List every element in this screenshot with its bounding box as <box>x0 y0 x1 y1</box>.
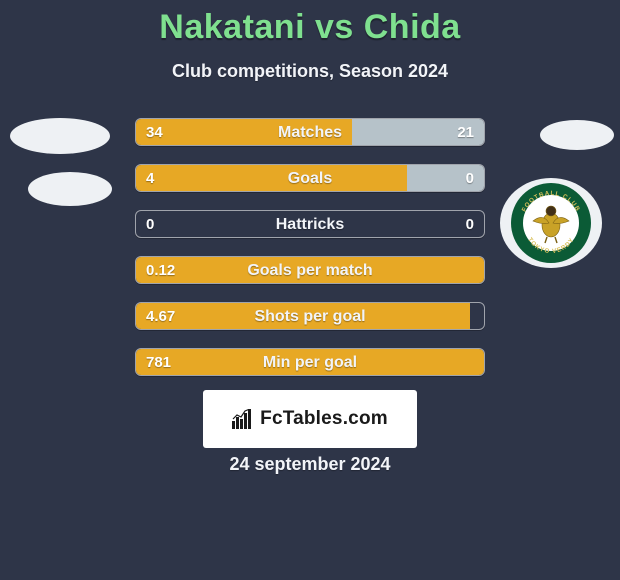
stat-label: Shots per goal <box>136 303 484 329</box>
fctables-logo: FcTables.com <box>203 390 417 448</box>
stat-value-right: 0 <box>466 211 474 237</box>
stat-row: 34Matches21 <box>135 118 485 146</box>
stat-value-right: 0 <box>466 165 474 191</box>
stat-row: 4.67Shots per goal <box>135 302 485 330</box>
stat-label: Goals <box>136 165 484 191</box>
footer-date: 24 september 2024 <box>0 454 620 475</box>
stat-row: 781Min per goal <box>135 348 485 376</box>
stat-label: Goals per match <box>136 257 484 283</box>
stat-label: Hattricks <box>136 211 484 237</box>
stat-row: 0Hattricks0 <box>135 210 485 238</box>
comparison-infographic: Nakatani vs Chida Club competitions, Sea… <box>0 0 620 580</box>
stat-row: 0.12Goals per match <box>135 256 485 284</box>
stat-label: Min per goal <box>136 349 484 375</box>
logo-text: FcTables.com <box>260 408 388 430</box>
page-title: Nakatani vs Chida <box>0 0 620 47</box>
bar-chart-icon <box>232 409 254 429</box>
subtitle: Club competitions, Season 2024 <box>0 61 620 82</box>
stat-label: Matches <box>136 119 484 145</box>
stat-value-right: 21 <box>457 119 474 145</box>
title-player-right: Chida <box>364 8 461 46</box>
stat-row: 4Goals0 <box>135 164 485 192</box>
stats-area: 34Matches214Goals00Hattricks00.12Goals p… <box>0 118 620 394</box>
title-vs: vs <box>305 8 364 46</box>
title-player-left: Nakatani <box>159 8 305 46</box>
